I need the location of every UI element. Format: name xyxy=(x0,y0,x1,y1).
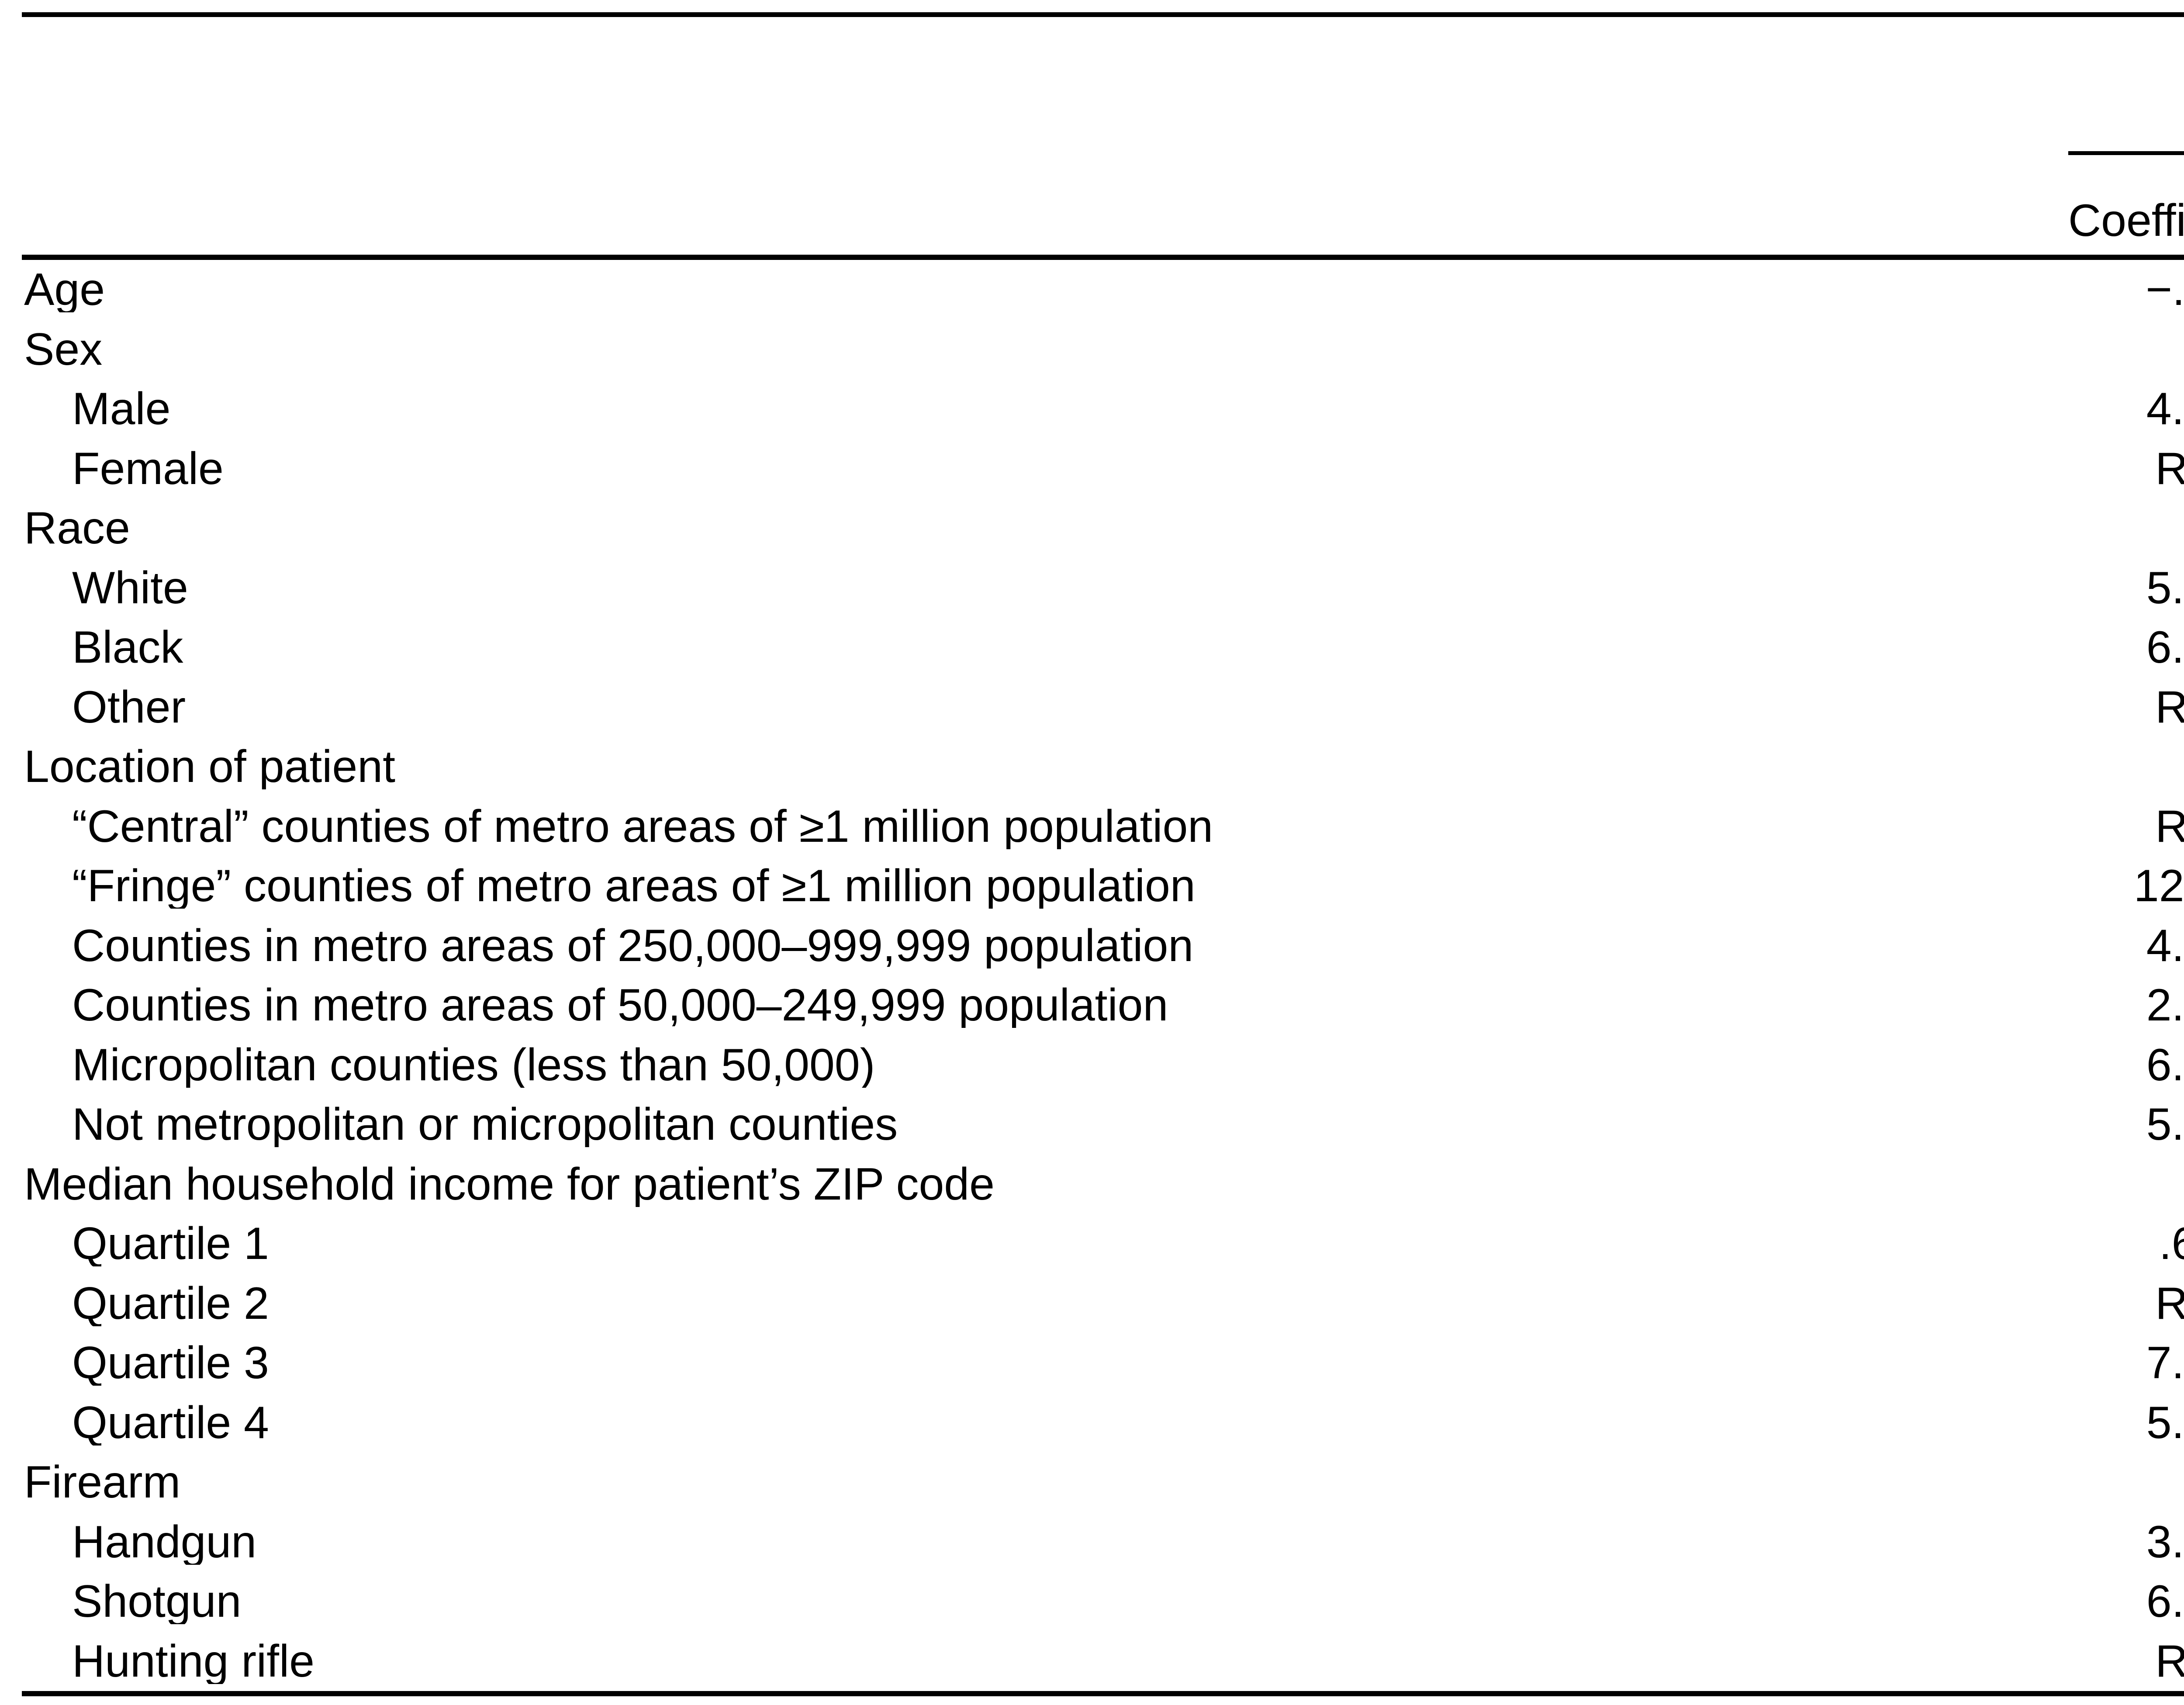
table-row: Quartile 1.60.830 xyxy=(22,1214,2184,1274)
table-row: Median household income for patient’s ZI… xyxy=(22,1155,2184,1214)
coefficient-value: 5.01 xyxy=(2146,562,2184,613)
row-label: Black xyxy=(72,625,183,671)
table-row: Quartile 37.15.035* xyxy=(22,1333,2184,1393)
table-row: Counties in metro areas of 250,000–999,9… xyxy=(22,916,2184,976)
table-row: Micropolitan counties (less than 50,000)… xyxy=(22,1035,2184,1095)
row-label: Female xyxy=(72,446,224,491)
row-label: Shotgun xyxy=(72,1579,242,1625)
column-headers-row: Coefficient P -Value xyxy=(2068,155,2184,255)
coefficient-value: 6.01 xyxy=(2146,1576,2184,1627)
row-label: “Fringe” counties of metro areas of ≥1 m… xyxy=(72,863,1196,909)
row-label: Quartile 3 xyxy=(72,1340,269,1386)
table-row: Quartile 2Ref— xyxy=(22,1274,2184,1334)
table-row: Counties in metro areas of 50,000–249,99… xyxy=(22,975,2184,1035)
table-row: FemaleRef— xyxy=(22,439,2184,499)
row-label: Sex xyxy=(24,326,103,372)
coefficient-value: 6.79 xyxy=(2146,1039,2184,1090)
coefficient-value: Ref xyxy=(2155,1278,2184,1329)
row-label: “Central” counties of metro areas of ≥1 … xyxy=(72,803,1213,849)
column-spanner-title: Length of Stay xyxy=(2068,17,2184,151)
table-row: OtherRef— xyxy=(22,678,2184,737)
row-label: Male xyxy=(72,386,171,432)
table-row: Sex xyxy=(22,320,2184,380)
coefficient-value: 3.36 xyxy=(2146,1516,2184,1567)
coefficient-value: 4.08 xyxy=(2146,384,2184,435)
table-row: “Central” counties of metro areas of ≥1 … xyxy=(22,797,2184,857)
row-label: Firearm xyxy=(24,1459,181,1505)
coefficient-value: 5.68 xyxy=(2146,1397,2184,1448)
table-row: Location of patient xyxy=(22,737,2184,797)
row-label: Age xyxy=(24,267,105,313)
table-row: Race xyxy=(22,498,2184,558)
coefficient-value: 6.33 xyxy=(2146,622,2184,673)
row-label: Median household income for patient’s ZI… xyxy=(24,1161,995,1207)
table-row: Age−.54.357 xyxy=(22,260,2184,320)
row-label: Handgun xyxy=(72,1519,257,1565)
row-label: Race xyxy=(24,505,130,551)
table-header-spanned-section: Length of Stay Coefficient P -Value xyxy=(2068,17,2184,255)
coefficient-value: 12.59 xyxy=(2133,861,2184,912)
table-mid-rule xyxy=(22,255,2184,260)
coefficient-value: 5.49 xyxy=(2146,1099,2184,1150)
table-row: Hunting rifleRef— xyxy=(22,1632,2184,1691)
coefficient-value: 4.51 xyxy=(2146,920,2184,971)
table-row: “Fringe” counties of metro areas of ≥1 m… xyxy=(22,856,2184,916)
coefficient-value: 2.01 xyxy=(2146,980,2184,1031)
row-label: Hunting rifle xyxy=(72,1638,314,1684)
table-row: Quartile 45.68.082 xyxy=(22,1393,2184,1453)
table-row: Not metropolitan or micropolitan countie… xyxy=(22,1095,2184,1155)
row-label: Quartile 1 xyxy=(72,1221,269,1267)
row-label: Quartile 4 xyxy=(72,1400,269,1446)
table-row: Firearm xyxy=(22,1453,2184,1512)
spanner-rule xyxy=(2068,151,2184,155)
coefficient-value: 7.15 xyxy=(2146,1338,2184,1389)
table-body: Age−.54.357SexMale4.08.192FemaleRef—Race… xyxy=(22,260,2184,1691)
regression-table: Length of Stay Coefficient P -Value Age −… xyxy=(22,0,2184,1696)
row-label: Micropolitan counties (less than 50,000) xyxy=(72,1042,875,1088)
coefficient-value: Ref xyxy=(2155,681,2184,733)
row-label: Not metropolitan or micropolitan countie… xyxy=(72,1102,898,1148)
coefficient-value: Ref xyxy=(2155,1636,2184,1687)
coefficient-value: Ref xyxy=(2155,801,2184,852)
row-label: White xyxy=(72,565,188,611)
row-label: Location of patient xyxy=(24,744,395,790)
coefficient-value: .60 xyxy=(2159,1218,2184,1269)
row-label: Other xyxy=(72,684,186,730)
table-top-rule xyxy=(22,12,2184,17)
row-label: Quartile 2 xyxy=(72,1280,269,1326)
table-bottom-rule xyxy=(22,1691,2184,1696)
coefficient-column-header: Coefficient xyxy=(2068,195,2184,246)
row-label: Counties in metro areas of 50,000–249,99… xyxy=(72,982,1168,1028)
row-label: Counties in metro areas of 250,000–999,9… xyxy=(72,923,1194,968)
coefficient-value: −.54 xyxy=(2146,264,2184,315)
coefficient-value: Ref xyxy=(2155,443,2184,494)
